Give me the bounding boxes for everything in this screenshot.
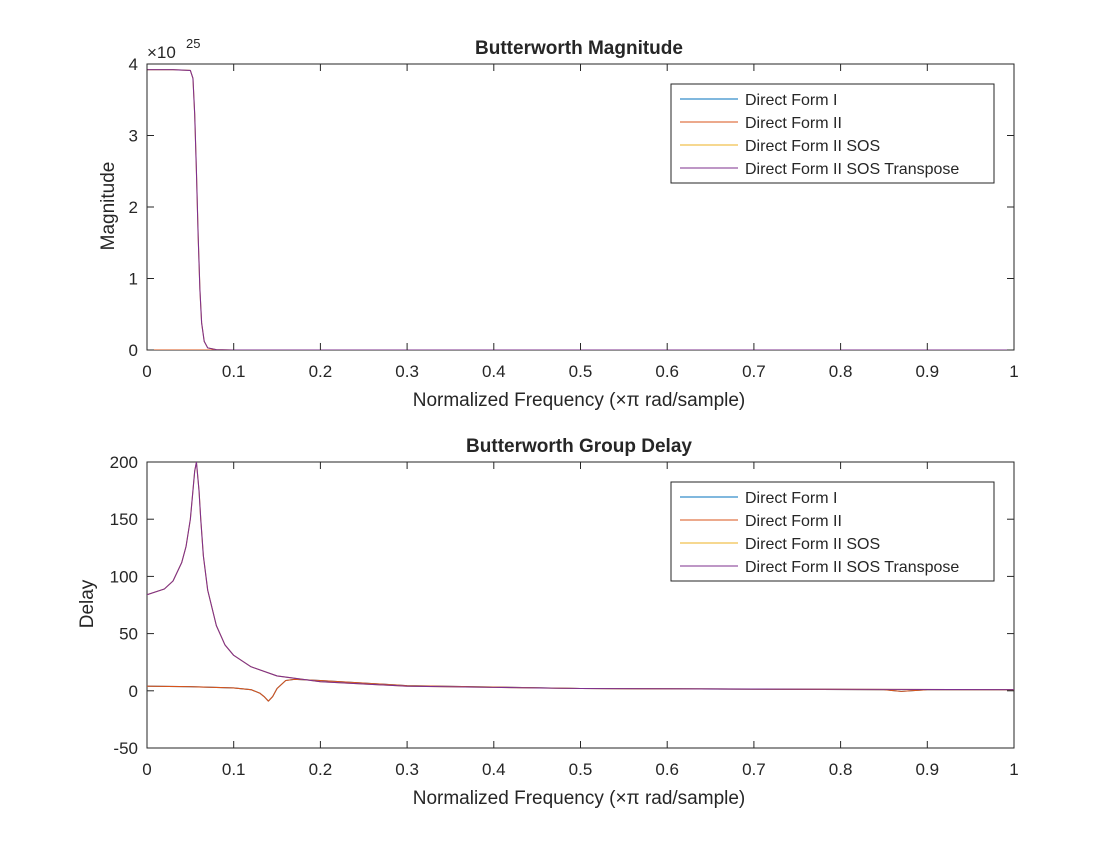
magnitude-x-tick-label: 0.8 <box>829 362 853 381</box>
group-delay-x-tick-label: 0.1 <box>222 760 246 779</box>
group-delay-legend-box <box>670 481 995 582</box>
magnitude-x-tick-label: 0.7 <box>742 362 766 381</box>
magnitude-legend-label: Direct Form II SOS Transpose <box>745 161 959 178</box>
group-delay-x-tick-label: 0.5 <box>569 760 593 779</box>
group-delay-y-tick-label: 100 <box>110 567 138 586</box>
group-delay-legend-label: Direct Form II SOS Transpose <box>745 559 959 576</box>
magnitude-y-ticks: 0 1 2 3 4 <box>129 55 1014 360</box>
group-delay-x-tick-label: 0.4 <box>482 760 506 779</box>
group-delay-legend: Direct Form I Direct Form II Direct Form I… <box>670 481 995 582</box>
magnitude-x-tick-label: 0.4 <box>482 362 506 381</box>
group-delay-y-label: Delay <box>77 579 98 628</box>
group-delay-x-ticks: 0 0.1 0.2 0.3 0.4 0.5 0.6 0.7 0.8 0.9 1 <box>142 462 1019 779</box>
group-delay-series-line-2 <box>147 678 1014 702</box>
group-delay-y-tick-label: 200 <box>110 453 138 472</box>
magnitude-panel: 0 0.1 0.2 0.3 0.4 0.5 0.6 0.7 0.8 0.9 1 0 1 2 3 4 Butt… <box>98 36 1019 411</box>
group-delay-series-group <box>147 462 1014 702</box>
magnitude-legend-box <box>670 83 995 184</box>
group-delay-x-label: Normalized Frequency (×π rad/sample) <box>413 788 746 809</box>
magnitude-x-tick-label: 0.5 <box>569 362 593 381</box>
group-delay-x-tick-label: 0.2 <box>309 760 333 779</box>
group-delay-y-ticks: -50 0 50 100 150 200 <box>110 453 1014 758</box>
magnitude-y-tick-label: 2 <box>129 198 138 217</box>
magnitude-x-tick-label: 0.1 <box>222 362 246 381</box>
group-delay-legend-label: Direct Form II <box>745 513 842 530</box>
magnitude-x-tick-label: 0.3 <box>395 362 419 381</box>
group-delay-panel: 0 0.1 0.2 0.3 0.4 0.5 0.6 0.7 0.8 0.9 1 -500501001… <box>77 436 1019 809</box>
group-delay-legend-label: Direct Form I <box>745 490 837 507</box>
magnitude-y-tick-label: 0 <box>129 341 138 360</box>
magnitude-title: Butterworth Magnitude <box>475 38 683 59</box>
magnitude-series-line-4 <box>147 69 1014 350</box>
group-delay-title: Butterworth Group Delay <box>466 436 692 457</box>
group-delay-x-tick-label: 1 <box>1009 760 1018 779</box>
magnitude-x-label: Normalized Frequency (×π rad/sample) <box>413 390 746 411</box>
group-delay-y-tick-label: 150 <box>110 510 138 529</box>
group-delay-x-tick-label: 0.8 <box>829 760 853 779</box>
magnitude-y-label: Magnitude <box>98 162 119 251</box>
magnitude-x-tick-label: 1 <box>1009 362 1018 381</box>
magnitude-x-tick-label: 0 <box>142 362 151 381</box>
magnitude-exponent-power: 25 <box>186 36 200 51</box>
group-delay-y-tick-label: 0 <box>129 682 138 701</box>
group-delay-x-tick-label: 0.6 <box>655 760 679 779</box>
group-delay-x-tick-label: 0.7 <box>742 760 766 779</box>
group-delay-legend-label: Direct Form II SOS <box>745 536 880 553</box>
magnitude-legend-label: Direct Form II <box>745 115 842 132</box>
magnitude-series-group <box>147 69 1014 350</box>
magnitude-y-tick-label: 3 <box>129 127 138 146</box>
magnitude-x-tick-label: 0.9 <box>915 362 939 381</box>
magnitude-x-tick-label: 0.6 <box>655 362 679 381</box>
magnitude-y-tick-label: 4 <box>129 55 138 74</box>
magnitude-legend-label: Direct Form I <box>745 92 837 109</box>
magnitude-legend-label: Direct Form II SOS <box>745 138 880 155</box>
group-delay-y-tick-label: 50 <box>119 625 138 644</box>
magnitude-x-ticks: 0 0.1 0.2 0.3 0.4 0.5 0.6 0.7 0.8 0.9 1 <box>142 64 1019 381</box>
group-delay-x-tick-label: 0 <box>142 760 151 779</box>
magnitude-x-tick-label: 0.2 <box>309 362 333 381</box>
group-delay-y-tick-label: -50 <box>113 739 138 758</box>
group-delay-series-line-4 <box>147 462 1014 691</box>
magnitude-exponent-base: ×10 <box>147 43 176 62</box>
group-delay-x-tick-label: 0.9 <box>915 760 939 779</box>
magnitude-y-tick-label: 1 <box>129 270 138 289</box>
magnitude-legend: Direct Form I Direct Form II Direct Form I… <box>670 83 995 184</box>
group-delay-x-tick-label: 0.3 <box>395 760 419 779</box>
